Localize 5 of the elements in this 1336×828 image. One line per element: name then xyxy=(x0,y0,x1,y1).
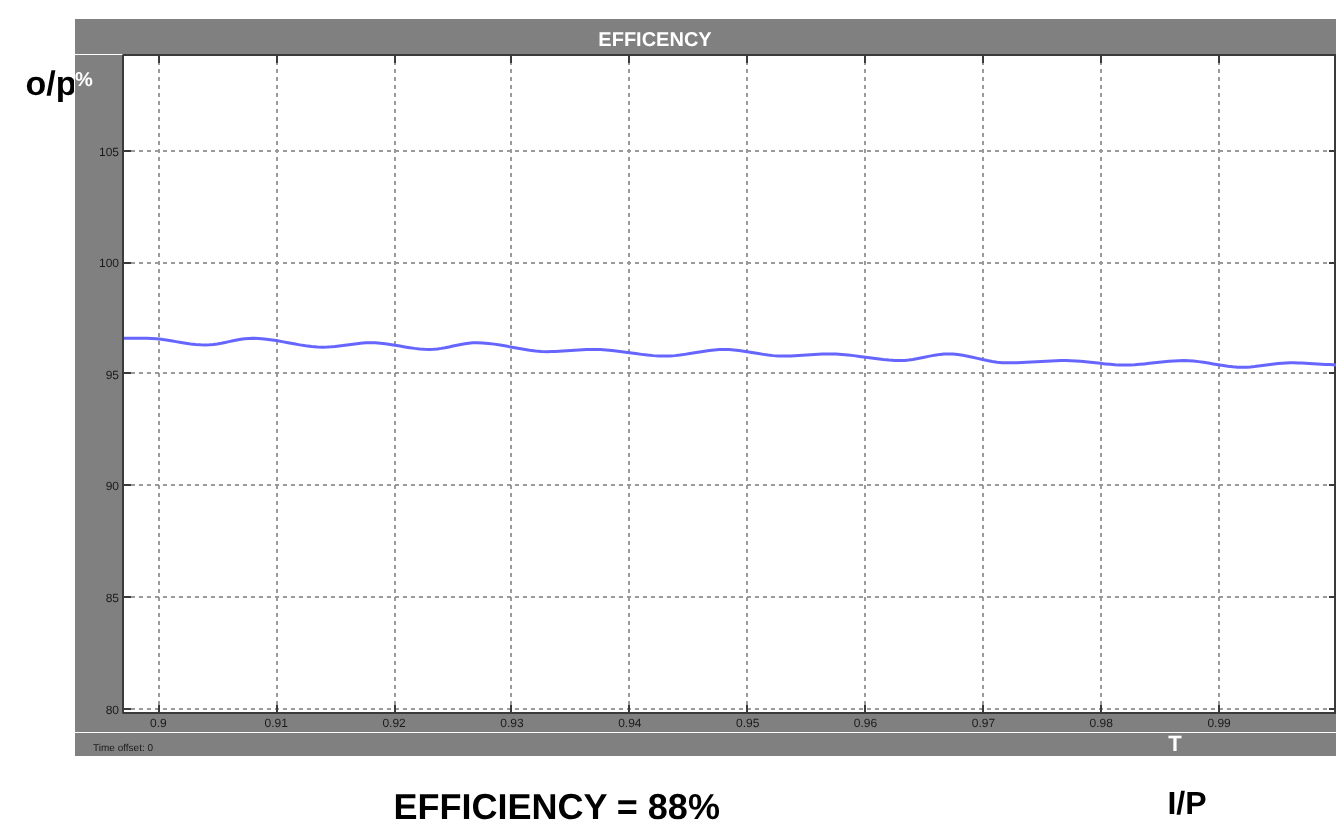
x-axis-title: T xyxy=(1168,733,1183,757)
text: EFFICIENCY = 88% xyxy=(393,787,720,827)
y-axis-title: % xyxy=(75,70,93,92)
text: I/P xyxy=(1167,788,1208,822)
chart-title: EFFICENCY xyxy=(598,30,713,52)
